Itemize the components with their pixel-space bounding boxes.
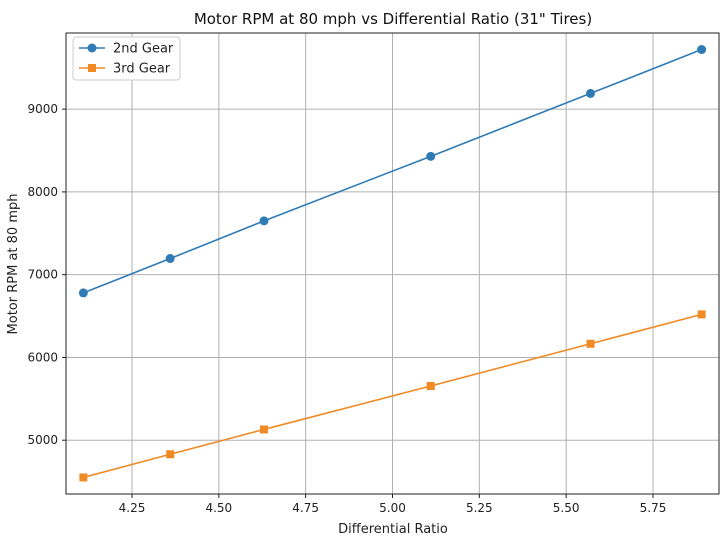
series-line [83,48,702,294]
data-point [259,216,269,226]
x-tick-label: 5.75 [640,501,667,515]
data-point [259,425,268,434]
data-point [78,288,88,298]
x-tick-label: 4.25 [119,501,146,515]
data-point [585,88,595,98]
data-point [697,310,706,319]
chart-title: Motor RPM at 80 mph vs Differential Rati… [194,10,592,28]
data-point [165,254,175,264]
legend-label: 3rd Gear [113,62,171,77]
series-2 [79,310,706,482]
grid [66,33,719,494]
data-point [697,45,707,55]
x-tick-label: 5.50 [553,501,580,515]
data-point [166,450,175,459]
legend-marker [88,64,96,72]
y-tick-label: 5000 [27,433,58,447]
x-tick-label: 5.00 [379,501,406,515]
series-1 [78,45,707,298]
x-tick-label: 4.75 [292,501,319,515]
x-axis-label: Differential Ratio [338,522,448,537]
axis-ticks: 4.25 4.50 4.75 5.00 5.25 5.50 5.75 5000 6000 7000… [27,102,666,515]
y-tick-label: 8000 [27,185,58,199]
legend: 2nd Gear 3rd Gear [72,36,181,81]
legend-label: 2nd Gear [113,42,174,57]
series [78,45,707,482]
y-tick-label: 7000 [27,268,58,282]
x-tick-label: 5.25 [466,501,493,515]
x-tick-label: 4.50 [205,501,232,515]
data-point [586,339,595,348]
y-tick-label: 6000 [27,350,58,364]
data-point [426,381,435,390]
series-line [83,313,702,479]
y-axis-label: Motor RPM at 80 mph [6,194,21,335]
y-tick-label: 9000 [27,102,58,116]
data-point [426,151,436,161]
legend-marker [87,43,97,53]
data-point [79,473,88,482]
